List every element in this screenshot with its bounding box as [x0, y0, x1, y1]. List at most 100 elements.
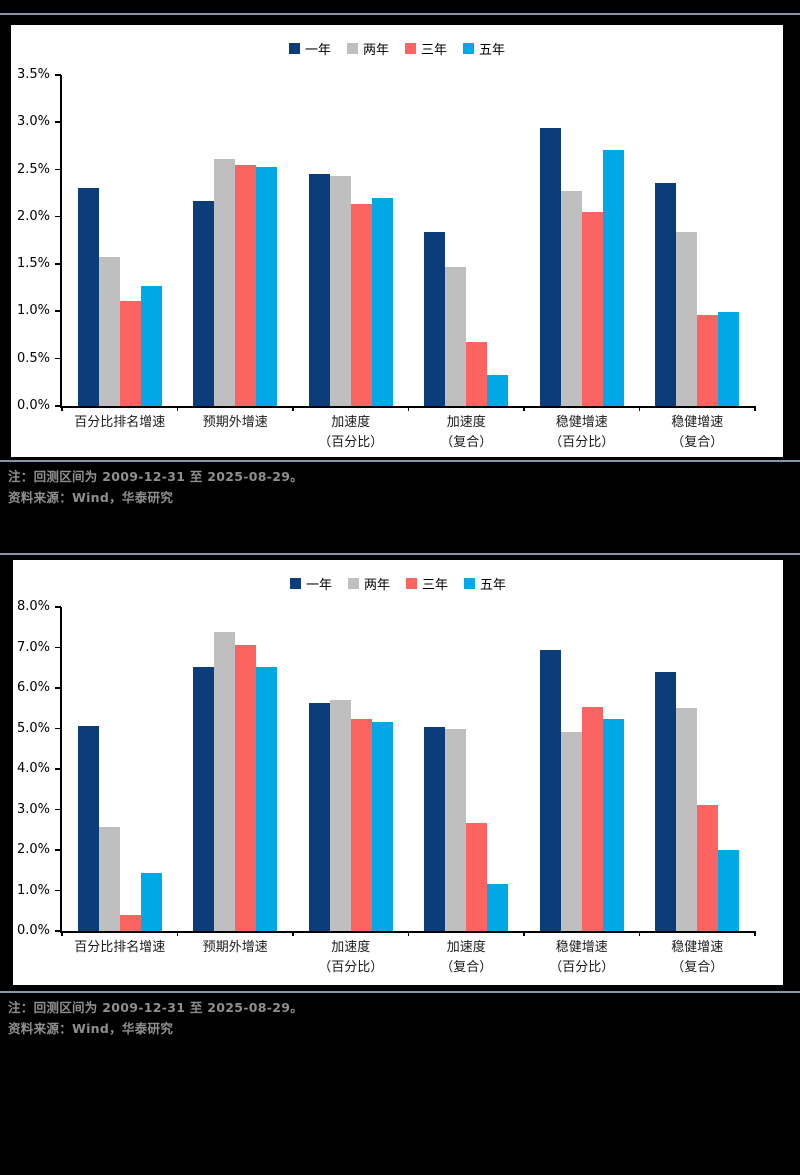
bar-两年-稳健增速（百分比）	[560, 731, 582, 931]
legend-item-1: 一年	[288, 39, 331, 58]
y-axis-tick-label: 1.0%	[16, 303, 50, 319]
y-axis-tick	[55, 121, 61, 123]
bar-一年-稳健增速（复合）	[655, 182, 677, 406]
x-axis-category-label: 稳健增速 （百分比）	[549, 415, 615, 450]
y-axis-tick	[55, 263, 61, 265]
y-axis-tick	[55, 606, 61, 608]
x-axis-tick	[638, 931, 641, 936]
y-axis-tick	[55, 768, 61, 770]
x-axis-category-label: 预期外增速	[202, 940, 268, 955]
legend-swatch-icon	[464, 577, 476, 589]
y-axis-tick	[55, 849, 61, 851]
y-axis-tick-label: 1.0%	[16, 882, 50, 898]
bar-三年-加速度（百分比）	[350, 203, 372, 406]
y-axis-tick	[55, 808, 61, 811]
bar-两年-百分比排名增速	[98, 826, 120, 931]
bar-两年-预期外增速	[214, 159, 236, 406]
bar-一年-加速度（复合）	[424, 726, 446, 931]
y-axis-tick	[55, 405, 61, 407]
bar-三年-稳健增速（复合）	[697, 804, 719, 931]
x-axis-category-label: 百分比排名增速	[74, 415, 166, 430]
x-axis-tick	[407, 931, 410, 936]
legend-label: 三年	[421, 42, 448, 58]
y-axis-tick-label: 5.0%	[16, 720, 50, 736]
x-axis-tick	[61, 406, 63, 411]
chart1-plot-area: 0.0% 0.5% 1.0% 1.5% 2.0% 2.5% 3.0% 3.5% 百分比排名增速 预…	[11, 25, 783, 457]
bar-三年-稳健增速（复合）	[697, 315, 719, 406]
bar-一年-加速度（复合）	[424, 231, 446, 406]
bar-一年-稳健增速（百分比）	[539, 127, 561, 406]
x-axis-category-label: 稳健增速 （复合）	[671, 940, 724, 975]
x-axis-tick	[523, 406, 525, 411]
legend-item-4: 五年	[464, 574, 506, 593]
y-axis-tick-label: 3.0%	[16, 801, 50, 817]
bar-三年-加速度（百分比）	[350, 718, 372, 931]
y-axis-tick-label: 3.0%	[16, 114, 50, 130]
chart2-legend: 一年 两年 三年 五年	[13, 572, 783, 594]
y-axis-tick-label: 8.0%	[16, 599, 50, 614]
legend-item-2: 两年	[346, 39, 389, 58]
chart1-note-backtest: 注：回测区间为 2009-12-31 至 2025-08-29。	[8, 469, 304, 484]
chart2-panel: 一年 两年 三年 五年 0.0% 1.0% 2.0% 3.0% 4.0% 5.0% 6.0% 7.0…	[13, 560, 783, 985]
bar-两年-稳健增速（复合）	[676, 708, 698, 931]
bar-一年-百分比排名增速	[77, 188, 99, 406]
y-axis-tick-label: 0.0%	[16, 923, 50, 938]
bar-两年-加速度（复合）	[445, 266, 467, 406]
bar-两年-加速度（百分比）	[329, 699, 351, 931]
section2-bottom-rule	[0, 991, 800, 993]
legend-label: 一年	[305, 577, 332, 593]
bar-两年-百分比排名增速	[98, 256, 120, 406]
y-axis-tick	[55, 727, 61, 730]
y-axis-tick-label: 4.0%	[16, 761, 50, 776]
bar-三年-百分比排名增速	[119, 914, 141, 931]
y-axis-tick-label: 0.0%	[16, 398, 50, 413]
x-axis-category-label: 加速度 （复合）	[440, 415, 493, 450]
bar-两年-预期外增速	[214, 631, 236, 931]
x-axis-tick	[176, 931, 179, 936]
x-axis-category-label: 加速度 （百分比）	[318, 415, 384, 450]
bar-三年-加速度（复合）	[466, 341, 488, 406]
x-axis-tick	[292, 931, 294, 936]
bar-三年-百分比排名增速	[119, 301, 141, 406]
legend-item-4: 五年	[463, 39, 505, 58]
bar-一年-预期外增速	[193, 200, 215, 406]
x-axis-category-label: 加速度 （复合）	[440, 940, 493, 975]
bar-五年-百分比排名增速	[140, 285, 162, 406]
y-axis-tick	[55, 687, 61, 689]
x-axis-tick	[754, 406, 756, 411]
legend-label: 五年	[480, 577, 507, 593]
y-axis-tick	[55, 310, 61, 313]
y-axis-tick-label: 0.5%	[16, 350, 50, 366]
legend-swatch-icon	[346, 42, 358, 54]
bar-五年-预期外增速	[256, 166, 278, 406]
y-axis-line	[60, 607, 62, 933]
y-axis-tick-label: 2.0%	[16, 842, 50, 857]
bar-五年-加速度（复合）	[487, 883, 509, 931]
bar-两年-加速度（复合）	[445, 728, 467, 931]
legend-label: 三年	[422, 577, 449, 593]
x-axis-category-label: 稳健增速 （百分比）	[549, 940, 615, 975]
bar-五年-加速度（百分比）	[371, 722, 393, 931]
bar-一年-预期外增速	[193, 667, 215, 931]
chart1-legend: 一年 两年 三年 五年	[11, 37, 783, 59]
legend-label: 两年	[362, 42, 389, 58]
bar-一年-稳健增速（复合）	[655, 671, 677, 931]
bar-五年-预期外增速	[256, 666, 278, 931]
y-axis-tick	[55, 646, 61, 649]
x-axis-tick	[407, 406, 410, 411]
bar-两年-稳健增速（复合）	[676, 231, 698, 406]
x-axis-tick	[292, 406, 294, 411]
bar-一年-百分比排名增速	[77, 725, 99, 931]
x-axis-category-label: 百分比排名增速	[74, 940, 166, 955]
y-axis-tick-label: 6.0%	[16, 680, 50, 695]
legend-swatch-icon	[288, 42, 300, 54]
bar-五年-加速度（复合）	[487, 374, 509, 406]
x-axis-tick	[176, 406, 179, 411]
x-axis-category-label: 预期外增速	[202, 415, 268, 430]
legend-item-3: 三年	[405, 39, 447, 58]
x-axis-category-label: 稳健增速 （复合）	[671, 415, 724, 450]
legend-label: 一年	[304, 42, 331, 58]
x-axis-tick	[61, 931, 63, 936]
x-axis-tick	[523, 931, 525, 936]
